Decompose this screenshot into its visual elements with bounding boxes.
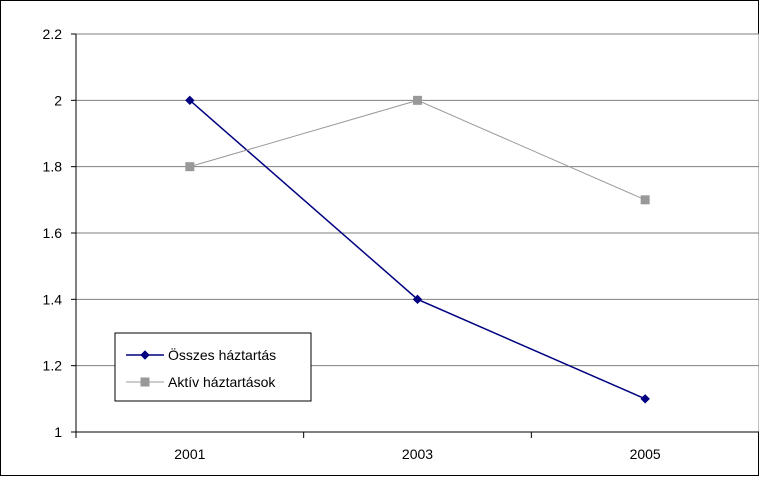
y-tick-label: 2.2 (43, 26, 63, 42)
series-lines (185, 95, 650, 404)
y-tick-label: 1.8 (43, 159, 63, 175)
data-point (413, 95, 422, 105)
x-tick-label: 2003 (402, 446, 433, 462)
x-tick-label: 2001 (174, 446, 205, 462)
data-point (640, 195, 650, 205)
y-tick-label: 1 (54, 424, 62, 440)
legend-marker (140, 377, 150, 387)
y-tick-label: 1.4 (43, 291, 63, 307)
legend-box (114, 332, 312, 402)
data-point (185, 162, 195, 172)
y-tick-label: 1.2 (43, 358, 63, 374)
legend-label: Összes háztartás (168, 346, 276, 363)
data-point (640, 394, 650, 404)
data-point (412, 294, 423, 305)
y-tick-label: 2 (54, 92, 62, 108)
axes: 1 1.2 1.4 1.6 1.8 2 2.2 2001 2003 2005 (43, 26, 759, 462)
x-tick-label: 2005 (630, 446, 661, 462)
y-tick-label: 1.6 (43, 225, 63, 241)
legend: Összes háztartás Aktív háztartások (114, 332, 312, 402)
legend-marker (140, 350, 150, 360)
data-point (185, 95, 195, 106)
legend-label: Aktív háztartások (168, 374, 276, 390)
